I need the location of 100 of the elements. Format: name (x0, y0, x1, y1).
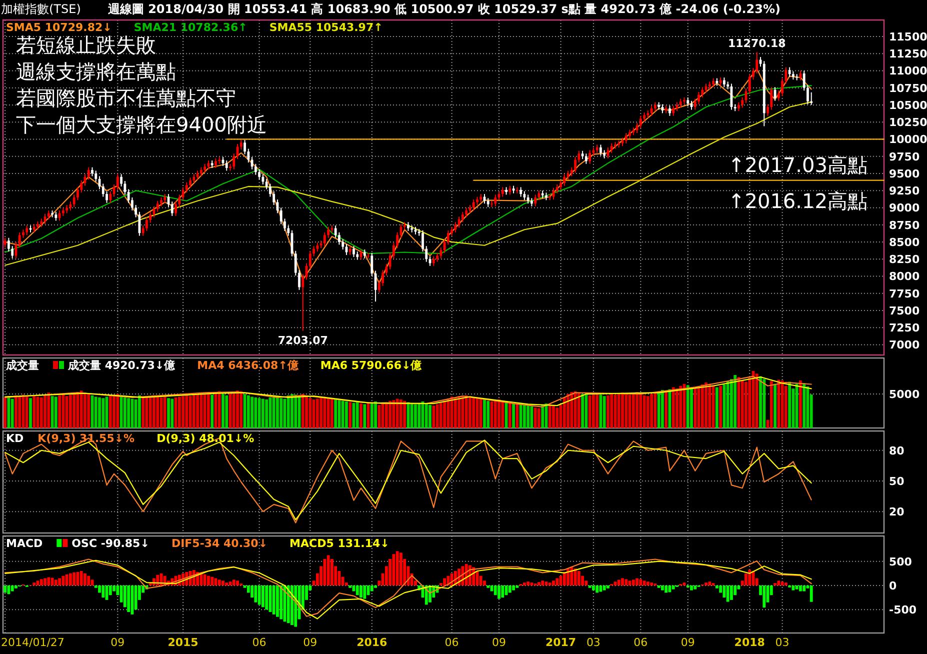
candlestick (232, 153, 236, 170)
bar (577, 392, 580, 428)
bar (624, 579, 628, 586)
y-tick-label: 7750 (889, 287, 920, 300)
bar (708, 384, 712, 428)
bar (780, 380, 784, 428)
bar (632, 393, 635, 428)
candlestick (170, 201, 174, 216)
y-tick-label: 9250 (889, 184, 920, 198)
bar (65, 574, 68, 586)
bar (799, 585, 802, 592)
bar (47, 392, 50, 428)
candlestick (422, 230, 424, 252)
bar (370, 585, 374, 592)
y-tick-label: 8000 (889, 270, 920, 284)
bar (363, 404, 366, 428)
bar (62, 576, 65, 586)
annotation: ↑2017.03高點 (728, 153, 868, 177)
candlestick (174, 201, 177, 216)
candlestick (106, 190, 108, 204)
y-tick-label: 9750 (889, 150, 920, 164)
bar (657, 391, 660, 428)
text: SMA55 10543.97↑ (269, 21, 383, 34)
candlestick (87, 166, 90, 180)
candlestick (134, 204, 138, 218)
candlestick (327, 226, 330, 238)
bar (25, 396, 28, 428)
bar (632, 580, 635, 586)
candlestick (102, 183, 104, 198)
bar (464, 395, 468, 428)
bar (458, 396, 461, 428)
bar (80, 570, 83, 586)
bar (562, 572, 566, 586)
bar (479, 398, 482, 428)
candlestick (26, 225, 28, 236)
bar (690, 585, 693, 590)
bar (592, 585, 595, 590)
bar (127, 398, 130, 428)
bar (617, 580, 620, 586)
text: SMA21 10782.36↑ (134, 21, 248, 34)
bar (40, 579, 43, 586)
bar (32, 395, 36, 428)
candlestick (225, 160, 228, 172)
candlestick (146, 216, 148, 232)
y-tick-label: 10000 (889, 133, 927, 146)
bar (552, 580, 555, 586)
candlestick (185, 182, 188, 194)
bar (200, 392, 203, 428)
x-tick-label: 09 (303, 636, 318, 649)
y-tick-label: -500 (889, 604, 917, 617)
bar (130, 585, 134, 614)
series-label: K(9,3) 31.55↓% (38, 432, 135, 445)
bar (14, 585, 18, 588)
bar (672, 387, 675, 428)
bar (261, 585, 264, 608)
candlestick (262, 174, 264, 185)
x-tick-label: 03 (775, 636, 790, 649)
candlestick (338, 232, 340, 246)
y-tick-label: 9500 (889, 167, 920, 180)
candlestick (312, 246, 315, 257)
chart-title: KD (6, 432, 24, 445)
bar (200, 573, 203, 586)
bar (439, 402, 442, 428)
y-tick-label: 20 (889, 506, 905, 519)
bar (286, 395, 290, 428)
bar (639, 579, 642, 586)
bar (501, 400, 504, 428)
bar (203, 393, 206, 428)
candlestick (8, 237, 10, 252)
bar (84, 392, 86, 428)
bar (326, 555, 330, 586)
bar (522, 404, 526, 428)
candlestick (370, 252, 374, 277)
bar (512, 404, 515, 428)
bar (130, 398, 134, 428)
bar (740, 380, 744, 428)
bar (722, 384, 726, 428)
bar (795, 585, 798, 590)
bar (810, 585, 813, 602)
bar (784, 582, 788, 586)
bar (265, 585, 268, 610)
bar (446, 398, 450, 428)
bar (403, 400, 406, 428)
bar (392, 400, 396, 428)
candlestick (432, 256, 435, 266)
bar (170, 398, 174, 428)
bar (704, 382, 708, 428)
bar (486, 585, 490, 588)
candlestick (80, 180, 83, 194)
bar (163, 396, 166, 428)
bar (84, 573, 86, 586)
annotation: 下一個大支撐將在9400附近 (16, 112, 267, 136)
bar (207, 576, 210, 586)
bar (156, 574, 160, 586)
x-tick-label: 09 (492, 636, 506, 649)
bar (182, 396, 184, 428)
annotation: 若國際股市不佳萬點不守 (16, 86, 236, 110)
bar (58, 578, 62, 586)
bar (636, 392, 638, 428)
candlestick (258, 168, 261, 180)
